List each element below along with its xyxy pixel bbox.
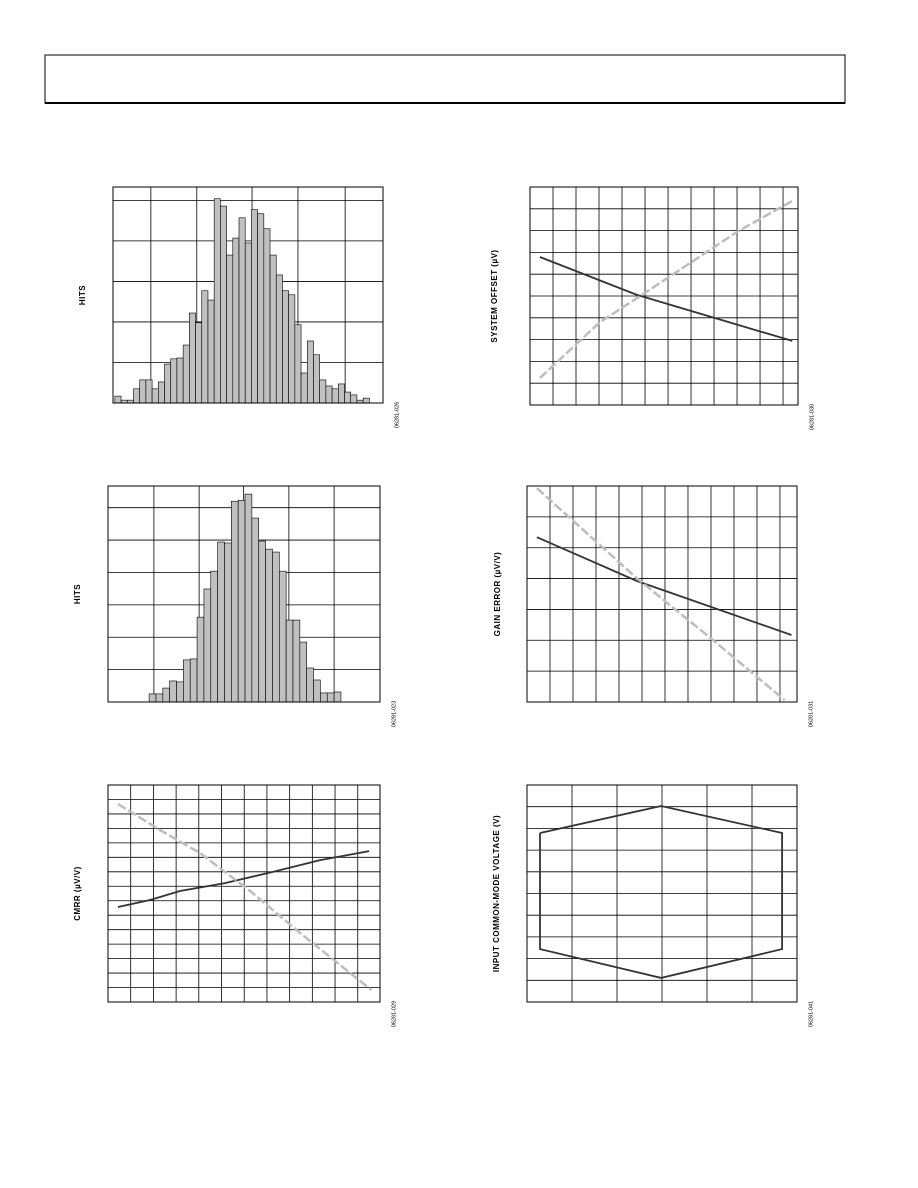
plot-frame	[526, 485, 798, 703]
histogram-bar	[263, 228, 271, 404]
histogram-bar	[176, 681, 184, 703]
header-box	[44, 54, 846, 104]
histogram-bar	[170, 358, 178, 404]
figure-code: 06281-023	[391, 701, 397, 727]
figure-code: 06281-041	[808, 1001, 814, 1027]
y-axis-label: GAIN ERROR (µV/V)	[493, 552, 502, 637]
histogram-bar	[148, 693, 157, 703]
series-line	[539, 256, 793, 342]
plot-frame	[107, 784, 381, 1003]
plot-frame	[526, 784, 798, 1003]
histogram-bar	[326, 692, 335, 703]
histogram-bar	[313, 679, 321, 703]
y-axis-label: INPUT COMMON-MODE VOLTAGE (V)	[492, 815, 501, 972]
figure-code: 06281-029	[391, 1001, 397, 1027]
histogram-bar	[176, 357, 184, 404]
histogram-bar	[162, 687, 170, 703]
histogram-bar	[282, 290, 289, 404]
histogram-bar	[139, 379, 147, 404]
series-line	[117, 803, 373, 991]
histogram-bar	[285, 619, 294, 703]
histogram-bar	[300, 372, 308, 404]
histogram-bar	[331, 388, 339, 404]
y-axis-label: CMRR (µV/V)	[73, 866, 82, 921]
histogram-bar	[169, 680, 177, 703]
histogram-bar	[231, 500, 239, 703]
histogram-bar	[145, 379, 153, 404]
histogram-bar	[224, 542, 232, 703]
histogram-bar	[319, 379, 327, 404]
figure-code: 06281-030	[809, 404, 815, 430]
histogram-bar	[207, 299, 215, 404]
series-line	[539, 199, 793, 379]
histogram-bar	[350, 394, 358, 404]
histogram-bar	[182, 344, 190, 404]
histogram-bar	[272, 551, 280, 703]
histogram-bar	[210, 570, 218, 703]
histogram-bar	[306, 340, 314, 404]
histogram-bar	[217, 541, 225, 703]
histogram-bar	[232, 237, 240, 404]
histogram-bar	[362, 397, 370, 404]
histogram-bar	[114, 395, 122, 404]
histogram-bar	[244, 242, 252, 404]
histogram-bar	[220, 205, 227, 404]
series-line	[536, 487, 786, 702]
histogram-bar	[338, 383, 345, 404]
histogram-bar	[258, 540, 266, 703]
histogram-bar	[344, 391, 352, 404]
series-line	[539, 805, 783, 979]
histogram-bar	[226, 254, 234, 404]
histogram-bar	[183, 659, 191, 703]
histogram-bar	[189, 658, 198, 703]
histogram-bar	[164, 363, 172, 404]
plot-frame	[529, 186, 799, 406]
histogram-bar	[155, 693, 164, 703]
histogram-bar	[251, 209, 258, 404]
histogram-bar	[320, 692, 328, 703]
histogram-bar	[294, 324, 302, 404]
y-axis-label: HITS	[78, 285, 87, 305]
histogram-bar	[201, 290, 209, 404]
y-axis-label: SYSTEM OFFSET (µV)	[490, 249, 499, 342]
histogram-bar	[299, 641, 307, 703]
plot-frame	[107, 485, 381, 703]
histogram-bar	[244, 493, 253, 703]
histogram-bar	[203, 588, 212, 703]
histogram-bar	[288, 294, 296, 404]
series-line	[117, 850, 370, 908]
y-axis-label: HITS	[73, 584, 82, 604]
histogram-bar	[196, 616, 205, 703]
histogram-bar	[325, 385, 333, 404]
histogram-bar	[189, 312, 196, 404]
histogram-bar	[133, 388, 140, 404]
histogram-bar	[251, 517, 260, 703]
histogram-bar	[151, 388, 159, 404]
histogram-bar	[313, 354, 320, 404]
histogram-bar	[195, 322, 203, 404]
histogram-bar	[213, 198, 221, 404]
figure-code: 06281-031	[808, 701, 814, 727]
figure-code: 06281-026	[394, 402, 400, 428]
histogram-bar	[269, 254, 277, 404]
histogram-bar	[158, 381, 165, 404]
histogram-bar	[278, 570, 287, 703]
histogram-bar	[275, 274, 283, 404]
histogram-bar	[257, 213, 265, 404]
series-line	[536, 536, 792, 636]
histogram-bar	[238, 217, 246, 404]
plot-frame	[112, 186, 384, 404]
histogram-bar	[265, 548, 273, 703]
histogram-bar	[306, 667, 314, 703]
histogram-bar	[237, 499, 246, 703]
histogram-bar	[333, 691, 342, 703]
histogram-bar	[292, 619, 301, 703]
